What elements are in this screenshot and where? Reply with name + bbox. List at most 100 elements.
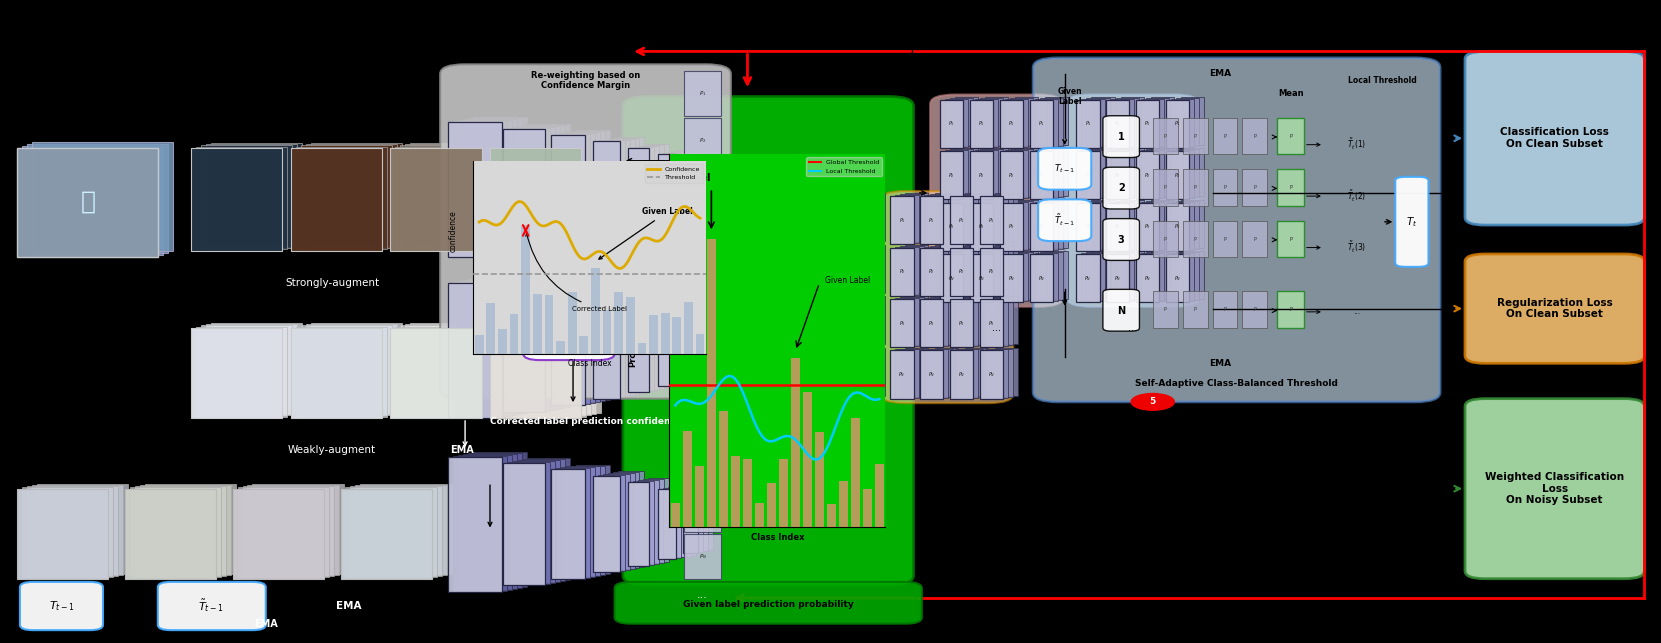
FancyBboxPatch shape xyxy=(1066,95,1199,307)
Text: $P_N$: $P_N$ xyxy=(699,552,706,561)
Bar xyxy=(561,133,595,242)
Bar xyxy=(1035,253,1058,301)
Text: EMA: EMA xyxy=(336,601,362,611)
Bar xyxy=(762,350,786,397)
Text: $P_N$: $P_N$ xyxy=(988,370,995,379)
Bar xyxy=(458,120,512,255)
Bar xyxy=(1141,150,1164,198)
Bar xyxy=(603,140,630,236)
Bar xyxy=(678,311,696,382)
Bar xyxy=(135,486,226,576)
Text: $P_N$: $P_N$ xyxy=(958,370,965,379)
X-axis label: Class Index: Class Index xyxy=(751,533,804,542)
Bar xyxy=(945,202,968,250)
Bar xyxy=(453,282,507,417)
Text: $P_1$: $P_1$ xyxy=(699,244,706,253)
Bar xyxy=(762,247,786,294)
Bar xyxy=(1076,151,1100,199)
Bar xyxy=(1116,252,1139,300)
Bar xyxy=(1151,200,1174,248)
Text: $\tilde{T}_t(2)$: $\tilde{T}_t(2)$ xyxy=(1347,188,1367,204)
Bar xyxy=(487,303,495,354)
Bar xyxy=(206,144,297,247)
Bar xyxy=(827,503,835,527)
Bar xyxy=(1153,291,1178,328)
Bar xyxy=(510,323,601,413)
FancyBboxPatch shape xyxy=(1103,167,1139,209)
Bar xyxy=(684,393,721,438)
Text: Given Label: Given Label xyxy=(826,276,870,285)
Bar xyxy=(518,287,560,409)
Bar xyxy=(708,239,716,527)
Bar xyxy=(787,196,811,244)
Bar xyxy=(1121,251,1144,300)
Bar xyxy=(678,150,696,221)
Bar xyxy=(792,350,816,397)
Bar xyxy=(1005,99,1028,147)
Bar xyxy=(1015,251,1038,300)
Bar xyxy=(832,194,855,242)
Bar xyxy=(1183,221,1208,257)
Bar xyxy=(683,431,693,527)
Bar xyxy=(1176,252,1199,300)
Text: $P_{1}$: $P_{1}$ xyxy=(855,216,862,224)
Bar xyxy=(1277,291,1304,328)
Bar xyxy=(767,483,776,527)
Bar xyxy=(1277,221,1304,257)
Bar xyxy=(1045,200,1068,248)
Bar xyxy=(1091,200,1115,248)
Text: $P_{3}$: $P_{3}$ xyxy=(1038,222,1045,231)
Bar xyxy=(797,246,821,294)
Bar xyxy=(473,278,527,413)
Bar xyxy=(940,151,963,199)
Bar xyxy=(673,312,691,383)
Bar xyxy=(990,349,1013,397)
Bar xyxy=(500,325,591,415)
Bar xyxy=(955,251,978,300)
Text: $P_N$: $P_N$ xyxy=(1038,274,1045,282)
Bar xyxy=(688,321,703,378)
Bar xyxy=(965,245,988,293)
Bar xyxy=(1166,254,1189,302)
Bar xyxy=(1040,149,1063,197)
Bar xyxy=(920,196,943,244)
Bar xyxy=(767,297,791,345)
Bar xyxy=(211,323,302,413)
Bar xyxy=(950,196,973,244)
Text: Local Threshold: Local Threshold xyxy=(1347,76,1417,85)
Text: 5: 5 xyxy=(1149,397,1156,406)
Bar xyxy=(1153,221,1178,257)
Bar xyxy=(683,495,698,553)
Bar xyxy=(1000,203,1023,251)
Bar xyxy=(925,350,948,397)
Text: P: P xyxy=(1224,185,1226,190)
Bar xyxy=(405,144,497,247)
Bar xyxy=(945,150,968,198)
Bar xyxy=(1183,118,1208,154)
Text: Weighted Classification
Loss
On Noisy Subset: Weighted Classification Loss On Noisy Su… xyxy=(1485,472,1624,505)
Bar xyxy=(603,311,611,354)
Text: $P_{1}$: $P_{1}$ xyxy=(988,216,995,224)
Bar xyxy=(1010,201,1033,249)
Bar xyxy=(1171,99,1194,147)
Bar xyxy=(980,299,1003,347)
Bar xyxy=(576,464,610,574)
Bar xyxy=(1045,97,1068,145)
Bar xyxy=(925,247,948,294)
Bar xyxy=(822,350,845,397)
Bar xyxy=(900,297,924,345)
Bar xyxy=(598,475,625,571)
Bar xyxy=(955,200,978,248)
Bar xyxy=(252,484,344,574)
Bar xyxy=(658,489,676,559)
Legend: Confidence, Threshold: Confidence, Threshold xyxy=(644,164,703,183)
Bar xyxy=(852,247,875,294)
Bar xyxy=(37,484,128,574)
Bar xyxy=(453,456,507,590)
Bar xyxy=(817,350,840,399)
Text: N: N xyxy=(1118,305,1124,316)
Bar xyxy=(1136,254,1159,302)
Bar xyxy=(473,118,527,253)
Bar xyxy=(458,281,512,416)
Bar xyxy=(1171,150,1194,198)
